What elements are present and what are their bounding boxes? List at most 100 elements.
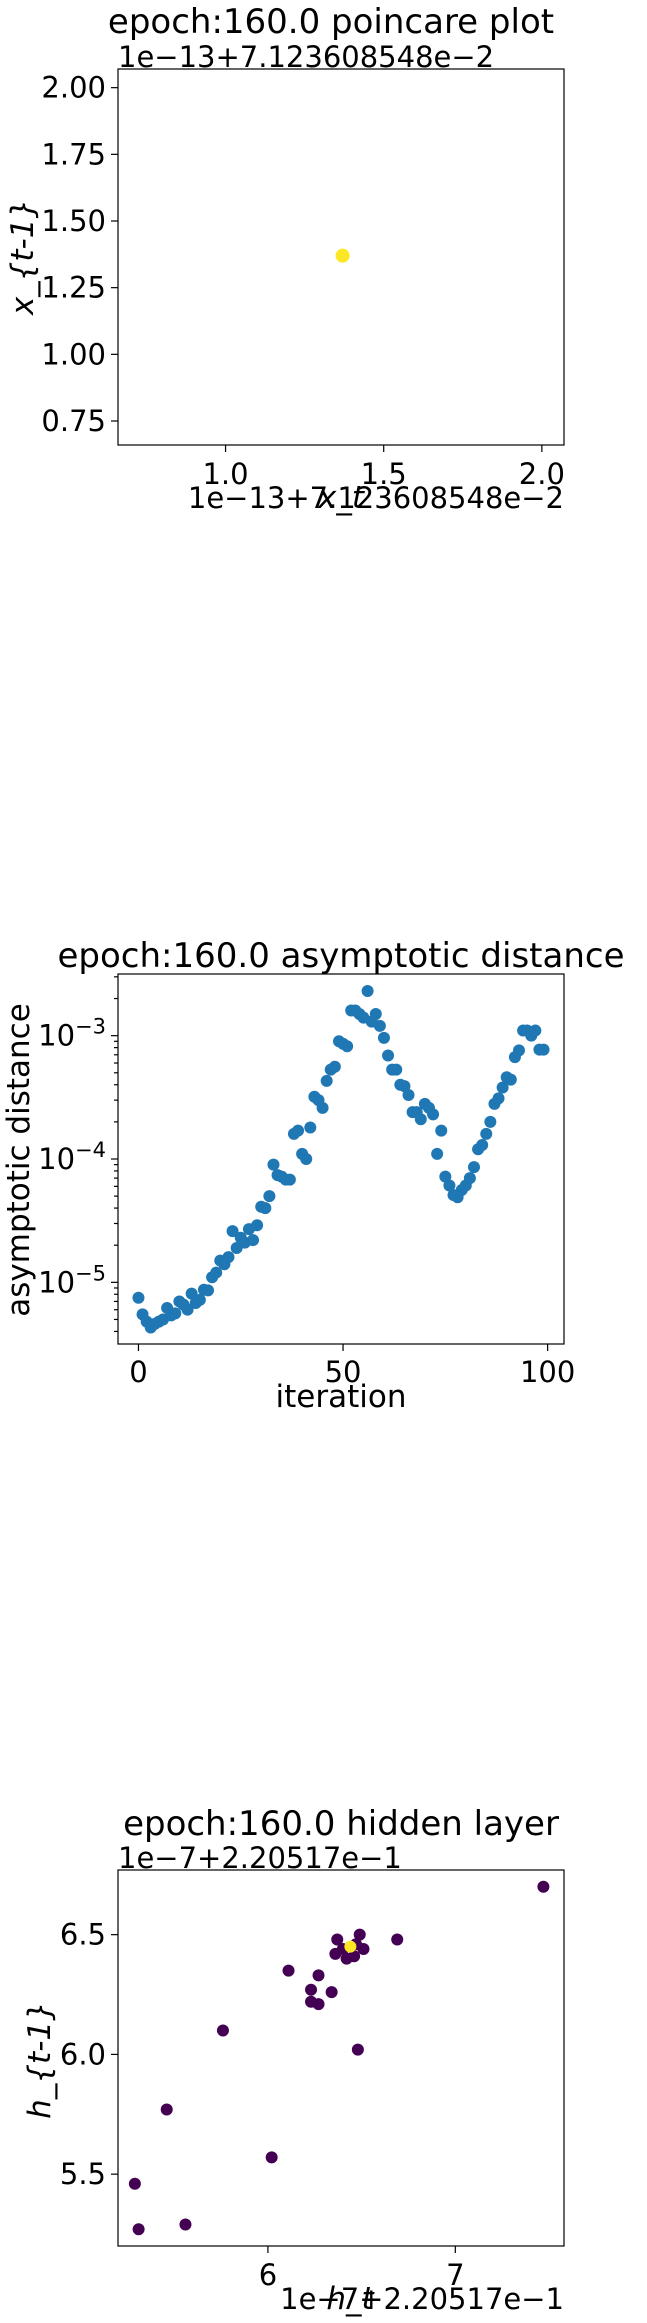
chart1-ytick-label: 1.00 [41, 337, 106, 371]
chart2-point [300, 1153, 313, 1165]
chart3-y-offset: 1e−7+2.20517e−1 [118, 1841, 402, 1875]
chart3-point [312, 1998, 325, 2011]
chart3-xtick-label: 6 [259, 2258, 277, 2292]
chart3-point [132, 2223, 145, 2236]
chart2-point [431, 1147, 444, 1160]
chart2-point [414, 1113, 427, 1126]
chart3-ytick-label: 6.5 [60, 1918, 106, 1952]
chart1-y-offset: 1e−13+7.123608548e−2 [118, 40, 494, 74]
chart2-point [247, 1234, 260, 1247]
chart3-point [537, 1880, 550, 1893]
chart3-point [348, 1950, 361, 1963]
chart3-point [312, 1969, 325, 1982]
chart3-xtick-label: 7 [446, 2258, 464, 2292]
chart2-point [476, 1138, 489, 1151]
chart2-point [181, 1303, 194, 1316]
chart3-point [128, 2177, 141, 2190]
asymptotic-distance-plot: epoch:160.0 asymptotic distance 0 50 100 10… [1, 936, 625, 1415]
chart2-point [328, 1060, 341, 1073]
chart2-point [463, 1172, 476, 1185]
chart3-point [160, 2103, 173, 2116]
chart3-point [391, 1933, 404, 1946]
chart2-point [169, 1307, 182, 1320]
chart2-point [377, 1031, 390, 1044]
chart2-point [267, 1158, 280, 1171]
chart3-point [265, 2151, 278, 2164]
chart2-point [185, 1287, 198, 1300]
chart2-xtick-label: 0 [129, 1355, 147, 1389]
chart2-point [504, 1073, 517, 1086]
chart2-point [202, 1284, 215, 1297]
chart2-point [402, 1089, 415, 1102]
chart2-point [283, 1173, 296, 1186]
chart2-point [193, 1293, 206, 1306]
chart2-point [341, 1040, 354, 1053]
chart1-ytick-label: 1.50 [41, 204, 106, 238]
hidden-layer-plot: epoch:160.0 hidden layer 1e−7+2.20517e−1… [22, 1804, 565, 2317]
chart3-point [179, 2218, 192, 2231]
chart1-point [335, 248, 350, 263]
chart1-ytick-label: 1.75 [41, 137, 106, 171]
chart2-point [292, 1124, 305, 1137]
poincare-plot: epoch:160.0 poincare plot 1e−13+7.123608… [5, 2, 565, 516]
chart3-ytick-label: 6.0 [60, 2037, 106, 2071]
chart2-point [132, 1291, 145, 1304]
chart2-point [480, 1127, 493, 1140]
chart3-ylabel: h_{t-1} [22, 2001, 58, 2119]
chart2-point [259, 1202, 272, 1215]
chart3-plot-area [117, 1869, 565, 2247]
chart1-xtick-label: 1.0 [202, 457, 248, 491]
chart1-ytick-label: 1.25 [41, 271, 106, 305]
chart3-point [351, 2043, 364, 2056]
chart1-plot-area [117, 68, 565, 446]
chart3-title: epoch:160.0 hidden layer [123, 1804, 559, 1844]
chart3-ytick-label: 5.5 [60, 2157, 106, 2191]
chart2-point [382, 1049, 395, 1062]
chart1-xtick-label: 1.5 [361, 457, 407, 491]
chart1-ylabel: x_{t-1} [5, 199, 41, 316]
chart2-point [210, 1266, 223, 1279]
chart2-point [443, 1179, 456, 1192]
chart2-point [390, 1063, 403, 1076]
chart2-point [361, 985, 374, 998]
chart3-x-offset: 1e−7+2.20517e−1 [280, 2282, 564, 2316]
chart3-point [353, 1928, 366, 1941]
chart2-point [304, 1121, 317, 1134]
chart2-point [369, 1007, 382, 1020]
chart1-xlabel: x_t [317, 480, 366, 516]
chart2-point [222, 1251, 235, 1264]
chart1-x-offset: 1e−13+7.123608548e−2 [188, 481, 564, 515]
chart2-point [512, 1044, 525, 1057]
chart2-title: epoch:160.0 asymptotic distance [58, 936, 625, 976]
chart2-point [251, 1219, 264, 1232]
chart2-ytick-label: 10−5 [38, 1261, 106, 1299]
chart2-point [435, 1124, 448, 1137]
chart3-point [216, 2024, 229, 2037]
chart1-xtick-label: 2.0 [519, 457, 565, 491]
chart2-plot-area [117, 973, 565, 1345]
chart2-point [263, 1190, 276, 1203]
chart2-ylabel: asymptotic distance [1, 1003, 37, 1317]
chart2-point [492, 1092, 505, 1105]
chart2-point [427, 1108, 440, 1121]
chart3-point [282, 1964, 295, 1977]
chart2-point [496, 1081, 509, 1094]
chart2-point [320, 1074, 333, 1087]
chart2-xtick-label: 50 [325, 1355, 362, 1389]
chart3-xlabel: h_t [326, 2281, 375, 2317]
chart2-point [467, 1161, 480, 1174]
chart2-ytick-label: 10−3 [38, 1015, 106, 1053]
chart3-point [325, 1986, 338, 1999]
chart3-point [305, 1983, 318, 1996]
chart2-xlabel: iteration [276, 1379, 407, 1415]
chart2-point [529, 1024, 542, 1037]
chart1-title: epoch:160.0 poincare plot [108, 2, 554, 42]
chart2-point [484, 1115, 497, 1128]
chart2-point [316, 1101, 329, 1114]
chart1-ytick-label: 0.75 [41, 404, 106, 438]
chart2-point [537, 1043, 550, 1056]
chart1-ytick-label: 2.00 [41, 71, 106, 105]
chart3-point [357, 1943, 370, 1956]
chart3-point [344, 1940, 357, 1953]
